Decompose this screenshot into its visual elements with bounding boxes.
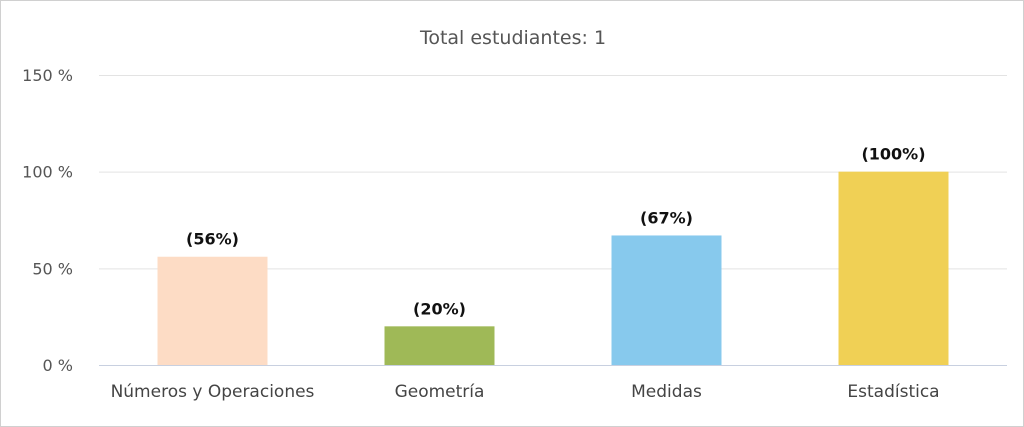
- chart-title: Total estudiantes: 1: [419, 27, 606, 49]
- bar[interactable]: [838, 171, 949, 365]
- x-category-label: Medidas: [631, 382, 702, 402]
- bar[interactable]: [157, 256, 268, 365]
- y-tick-label: 50 %: [32, 259, 73, 278]
- bar[interactable]: [611, 235, 722, 365]
- data-label: (67%): [640, 208, 693, 227]
- data-labels: (56%) (20%) (67%) (100%): [186, 145, 925, 319]
- data-label: (56%): [186, 230, 239, 249]
- y-tick-label: 150 %: [22, 66, 73, 85]
- x-category-label: Geometría: [395, 382, 485, 402]
- data-label: (20%): [413, 299, 466, 318]
- x-category-label: Estadística: [847, 382, 939, 402]
- x-axis: Números y Operaciones Geometría Medidas Est…: [111, 382, 940, 402]
- x-category-label: Números y Operaciones: [111, 382, 315, 402]
- y-tick-label: 0 %: [43, 356, 73, 375]
- y-axis: 0 % 50 % 100 % 150 %: [22, 66, 73, 375]
- bars: [157, 171, 949, 365]
- bar[interactable]: [384, 326, 495, 365]
- data-label: (100%): [861, 145, 925, 164]
- y-tick-label: 100 %: [22, 163, 73, 182]
